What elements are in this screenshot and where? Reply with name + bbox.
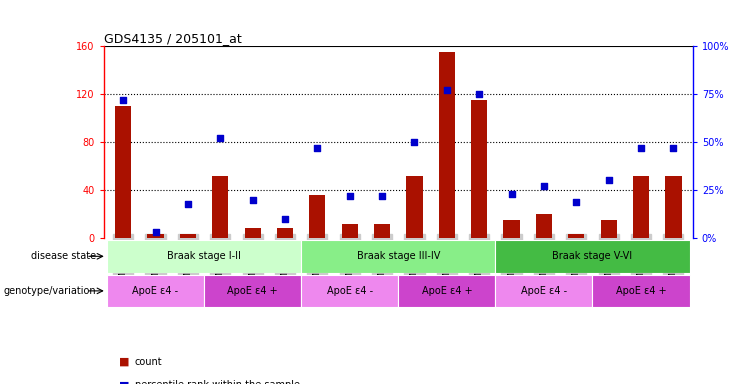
- Point: [182, 200, 194, 207]
- Point: [311, 145, 323, 151]
- Bar: [601, 220, 617, 238]
- Bar: [633, 176, 649, 238]
- Bar: [536, 214, 552, 238]
- Text: count: count: [135, 357, 162, 367]
- Point: [376, 193, 388, 199]
- Bar: [439, 52, 455, 238]
- Bar: [147, 235, 164, 238]
- Point: [441, 87, 453, 93]
- Bar: [245, 228, 261, 238]
- Point: [408, 139, 420, 145]
- Text: ■: ■: [119, 380, 129, 384]
- Bar: [593, 275, 690, 307]
- Bar: [204, 275, 301, 307]
- Point: [505, 191, 517, 197]
- Bar: [399, 275, 496, 307]
- Bar: [212, 176, 228, 238]
- Bar: [107, 275, 204, 307]
- Text: ApoE ε4 +: ApoE ε4 +: [227, 286, 278, 296]
- Text: disease state: disease state: [31, 251, 96, 262]
- Bar: [342, 223, 358, 238]
- Point: [279, 216, 291, 222]
- Point: [602, 177, 614, 184]
- Bar: [277, 228, 293, 238]
- Bar: [107, 240, 301, 273]
- Bar: [301, 240, 496, 273]
- Point: [247, 197, 259, 203]
- Point: [344, 193, 356, 199]
- Text: Braak stage III-IV: Braak stage III-IV: [356, 251, 440, 262]
- Bar: [180, 235, 196, 238]
- Bar: [503, 220, 519, 238]
- Bar: [406, 176, 422, 238]
- Point: [150, 229, 162, 235]
- Point: [668, 145, 679, 151]
- Bar: [309, 195, 325, 238]
- Bar: [301, 275, 399, 307]
- Text: ApoE ε4 -: ApoE ε4 -: [327, 286, 373, 296]
- Bar: [496, 240, 690, 273]
- Text: GDS4135 / 205101_at: GDS4135 / 205101_at: [104, 32, 242, 45]
- Point: [538, 183, 550, 189]
- Text: ApoE ε4 +: ApoE ε4 +: [616, 286, 666, 296]
- Bar: [496, 275, 593, 307]
- Point: [571, 199, 582, 205]
- Bar: [115, 106, 131, 238]
- Text: Braak stage V-VI: Braak stage V-VI: [553, 251, 633, 262]
- Text: genotype/variation: genotype/variation: [4, 286, 96, 296]
- Text: ■: ■: [119, 357, 129, 367]
- Point: [214, 135, 226, 141]
- Text: ApoE ε4 -: ApoE ε4 -: [521, 286, 567, 296]
- Text: ApoE ε4 +: ApoE ε4 +: [422, 286, 472, 296]
- Text: ApoE ε4 -: ApoE ε4 -: [133, 286, 179, 296]
- Point: [635, 145, 647, 151]
- Bar: [665, 176, 682, 238]
- Text: percentile rank within the sample: percentile rank within the sample: [135, 380, 300, 384]
- Point: [473, 91, 485, 97]
- Bar: [568, 235, 585, 238]
- Bar: [471, 100, 488, 238]
- Point: [117, 97, 129, 103]
- Text: Braak stage I-II: Braak stage I-II: [167, 251, 241, 262]
- Bar: [374, 223, 391, 238]
